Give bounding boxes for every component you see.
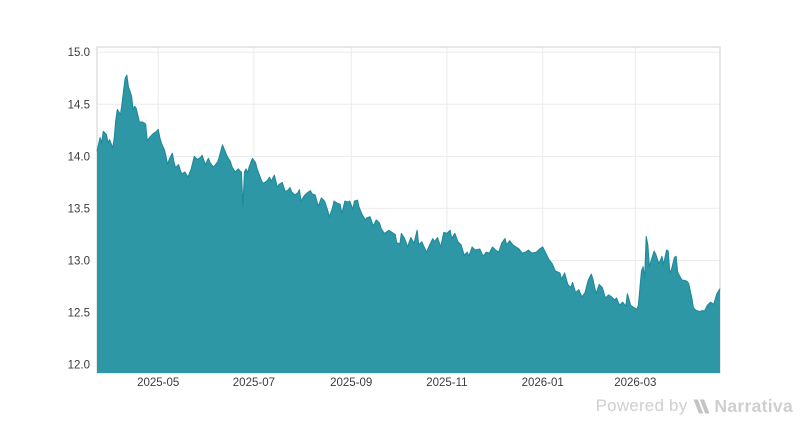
area-line bbox=[96, 74, 721, 313]
x-axis-tick-label: 2026-03 bbox=[614, 377, 656, 389]
narrativa-logo-icon bbox=[693, 399, 710, 413]
y-axis-tick-label: 13.0 bbox=[68, 256, 90, 268]
x-axis-tick-label: 2025-09 bbox=[330, 377, 372, 389]
y-axis-tick-label: 13.5 bbox=[68, 203, 90, 215]
x-axis-tick-label: 2025-11 bbox=[426, 377, 467, 389]
area-fill bbox=[97, 75, 720, 373]
y-axis-tick-label: 15.0 bbox=[68, 47, 90, 59]
y-axis-tick-label: 12.5 bbox=[68, 308, 90, 320]
y-axis-tick-label: 12.0 bbox=[68, 360, 90, 372]
x-axis-tick-label: 2026-01 bbox=[522, 377, 564, 389]
powered-by-text: Powered by bbox=[595, 396, 688, 415]
x-axis-tick-label: 2025-05 bbox=[137, 377, 179, 389]
x-axis-tick-label: 2025-07 bbox=[233, 377, 275, 389]
y-axis-tick-label: 14.5 bbox=[68, 99, 90, 111]
y-axis-tick-label: 14.0 bbox=[68, 151, 90, 163]
watermark: Powered by Narrativa bbox=[596, 394, 793, 418]
brand-text: Narrativa bbox=[714, 395, 793, 416]
